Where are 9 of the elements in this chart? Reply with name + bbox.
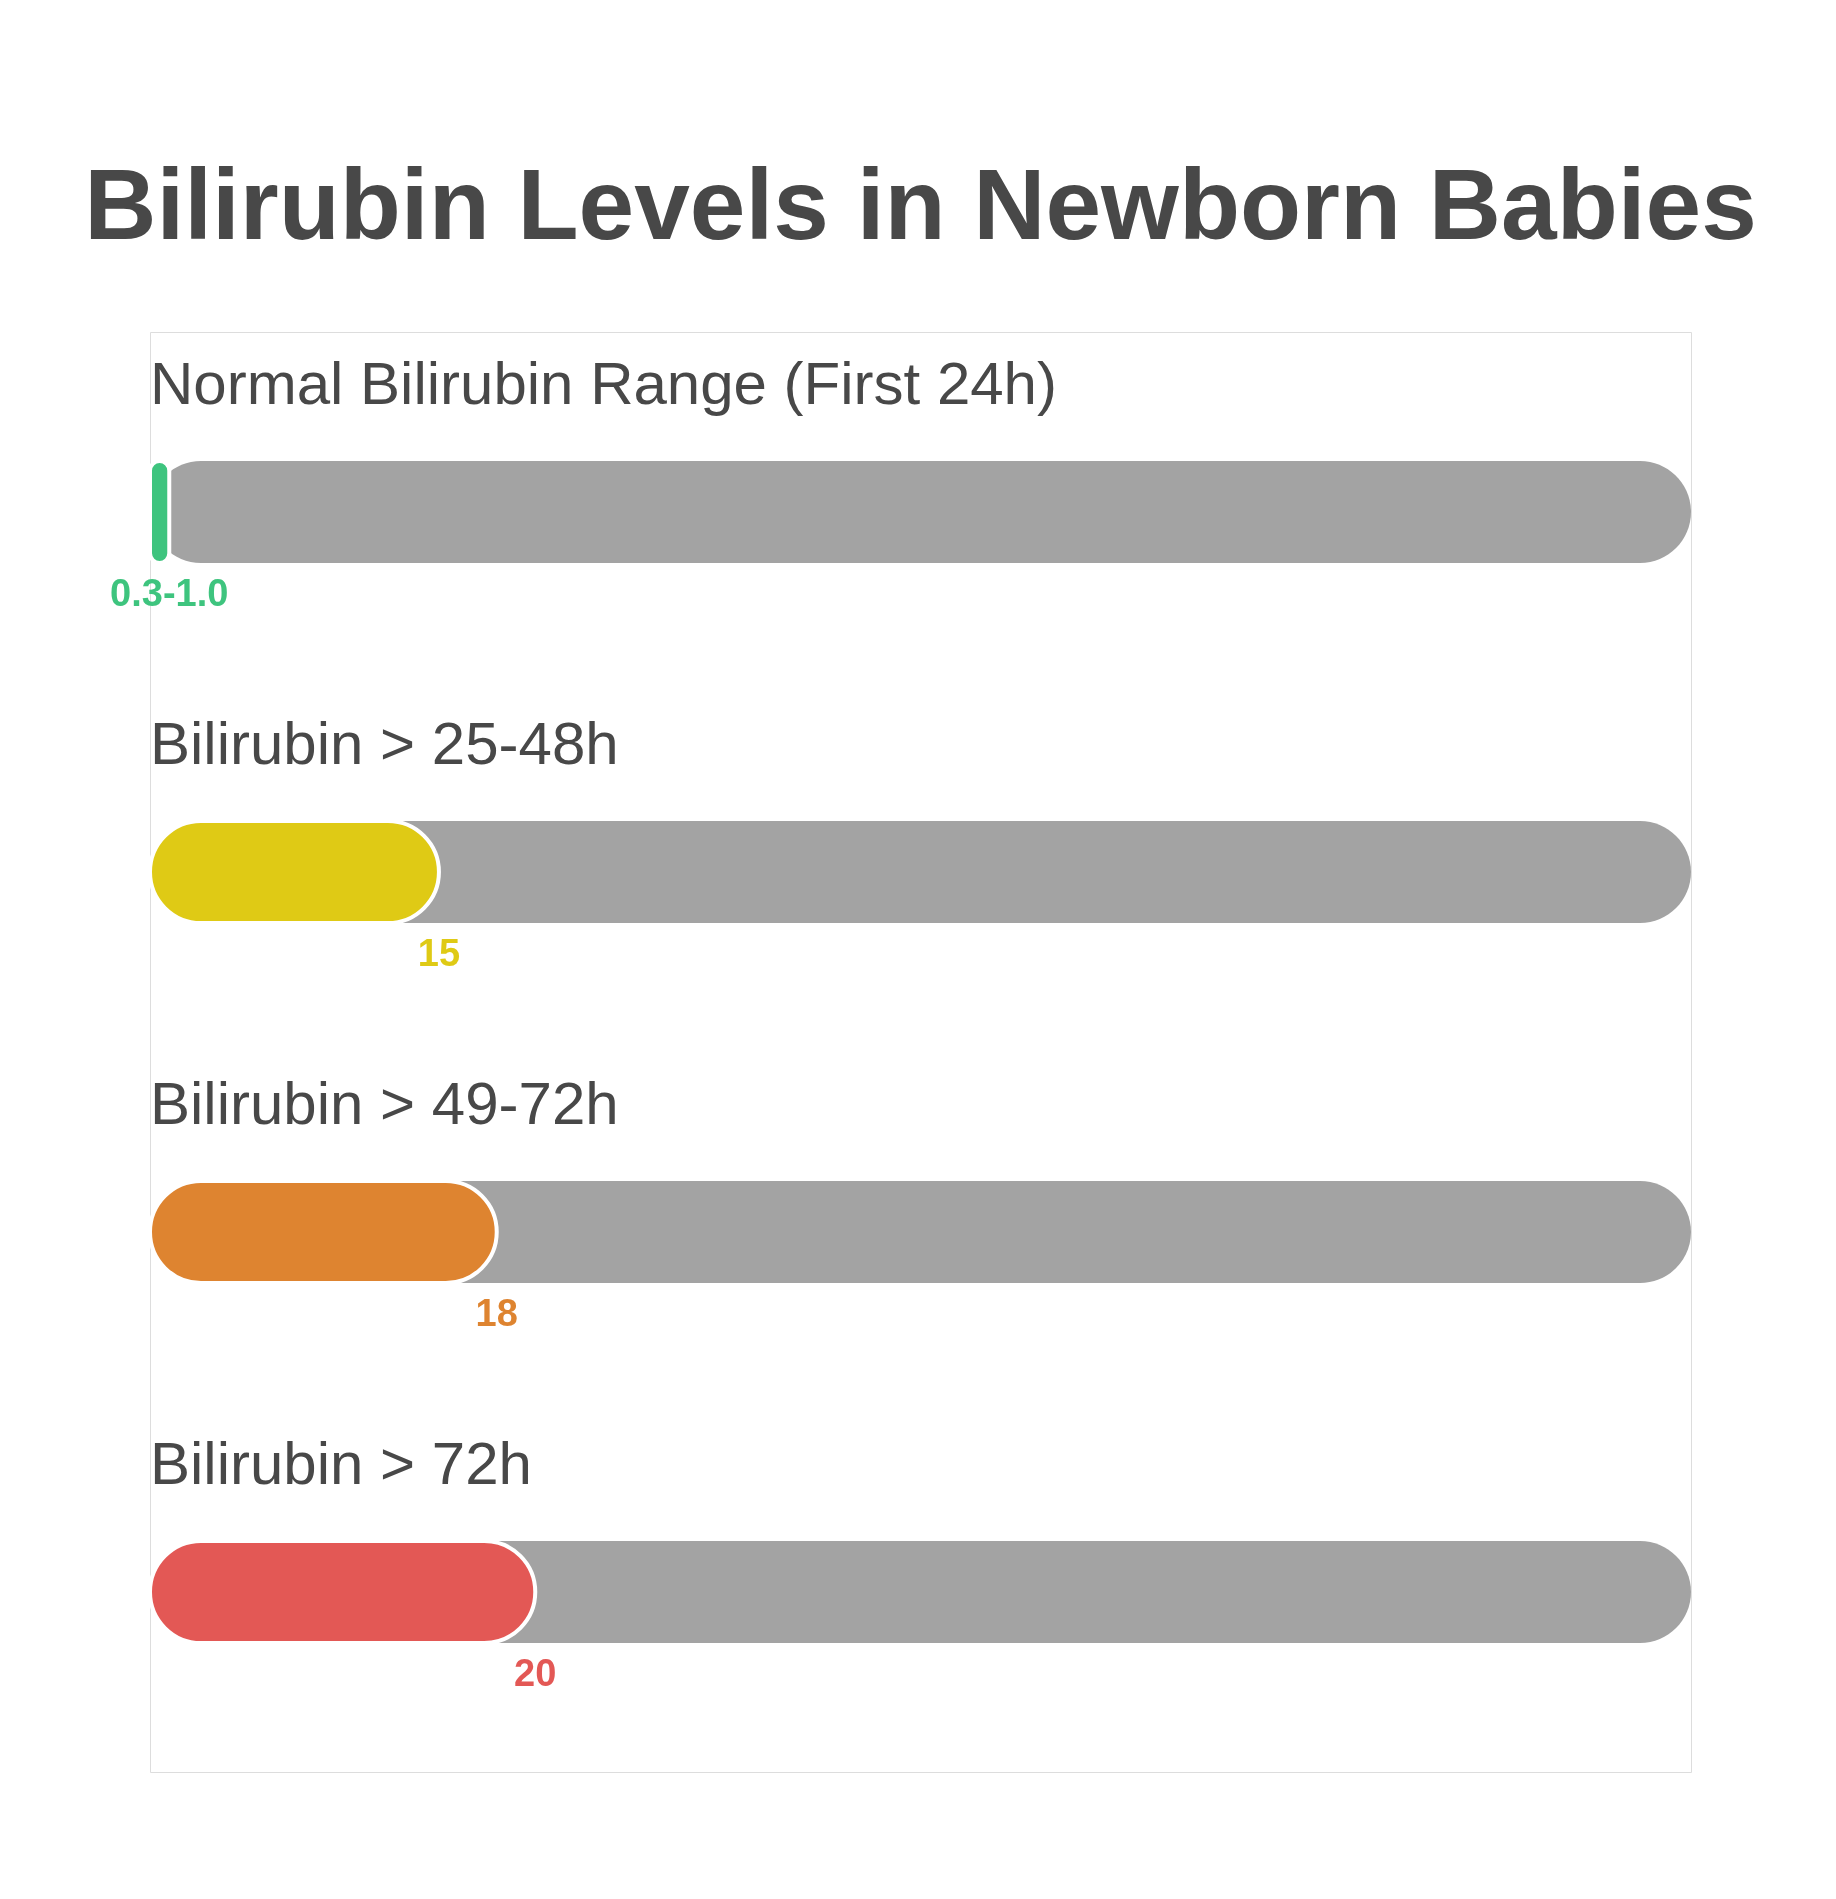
data-label: 20 [514, 1652, 557, 1694]
data-label: 0.3-1.0 [110, 572, 229, 614]
data-label: 18 [475, 1292, 518, 1334]
y-tick-label: Bilirubin > 25-48h [150, 710, 619, 777]
y-tick-label: Bilirubin > 49-72h [150, 1070, 619, 1137]
chart-title: Bilirubin Levels in Newborn Babies [84, 148, 1757, 260]
data-label: 15 [417, 932, 461, 974]
y-tick-label: Bilirubin > 72h [150, 1430, 532, 1497]
y-tick-label: Normal Bilirubin Range (First 24h) [150, 350, 1057, 417]
